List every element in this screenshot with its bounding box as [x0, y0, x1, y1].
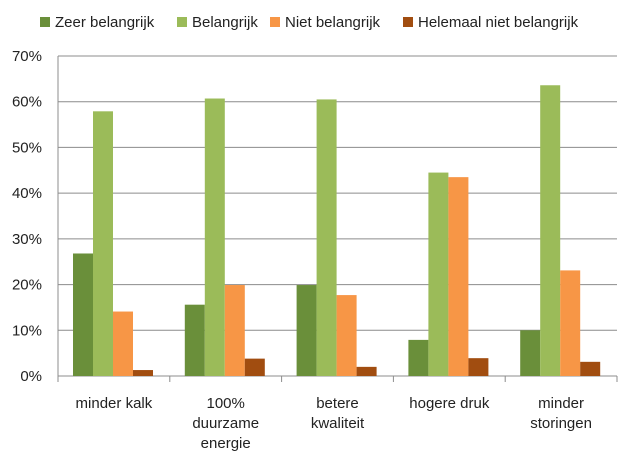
- x-tick-label-line: duurzame: [192, 415, 259, 432]
- bar: [448, 177, 469, 376]
- x-tick-label-line: hogere druk: [409, 395, 490, 412]
- bar: [408, 339, 429, 376]
- bar: [356, 366, 377, 376]
- y-tick-label: 60%: [12, 94, 42, 111]
- x-tick-label: minder kalk: [76, 395, 153, 412]
- x-tick-label: 100% duurzame energie: [192, 395, 259, 452]
- legend-label: Niet belangrijk: [285, 13, 381, 31]
- bar: [93, 111, 113, 377]
- bar: [316, 99, 337, 376]
- bar: [560, 270, 581, 376]
- y-tick-label: 30%: [12, 231, 42, 248]
- x-tick-label-line: energie: [201, 435, 251, 452]
- y-tick-label: 0%: [20, 368, 42, 385]
- y-tick-label: 20%: [12, 277, 42, 294]
- x-tick-label-line: 100%: [207, 395, 245, 412]
- bar: [244, 358, 265, 376]
- bar: [113, 311, 133, 376]
- legend-swatch: [40, 17, 50, 27]
- legend-item-niet-belangrijk: Niet belangrijk: [270, 12, 380, 32]
- x-tick-label: betere kwaliteit: [311, 395, 365, 432]
- legend-item-helemaal-niet-belangrijk: Helemaal niet belangrijk: [403, 12, 578, 32]
- y-tick-label: 70%: [12, 48, 42, 65]
- bar: [73, 253, 93, 376]
- bar: [336, 295, 357, 376]
- x-tick-label-line: betere: [316, 395, 359, 412]
- x-tick-label-line: kwaliteit: [311, 415, 365, 432]
- bar: [520, 330, 541, 376]
- legend-swatch: [403, 17, 413, 27]
- legend-item-belangrijk: Belangrijk: [177, 12, 258, 32]
- y-tick-label: 40%: [12, 185, 42, 202]
- bar: [184, 304, 205, 376]
- x-tick-label: hogere druk: [409, 395, 490, 412]
- bar: [224, 285, 245, 376]
- legend-label: Helemaal niet belangrijk: [418, 13, 579, 31]
- legend-item-zeer-belangrijk: Zeer belangrijk: [40, 12, 154, 32]
- legend-label: Belangrijk: [192, 13, 258, 31]
- y-tick-label: 10%: [12, 322, 42, 339]
- bar: [204, 98, 225, 376]
- bar: [296, 285, 317, 376]
- x-tick-label-line: minder: [538, 395, 584, 412]
- x-tick-label-line: minder kalk: [76, 395, 153, 412]
- x-tick-label-line: storingen: [530, 415, 592, 432]
- bar: [133, 370, 153, 376]
- legend-swatch: [177, 17, 187, 27]
- legend-label: Zeer belangrijk: [55, 13, 155, 31]
- bar: [580, 361, 601, 376]
- legend: Zeer belangrijk Belangrijk Niet belangri…: [0, 12, 627, 32]
- bar: [468, 358, 489, 376]
- bar: [540, 85, 561, 376]
- y-tick-label: 50%: [12, 139, 42, 156]
- bar: [428, 172, 449, 376]
- legend-swatch: [270, 17, 280, 27]
- x-tick-label: minder storingen: [530, 395, 592, 432]
